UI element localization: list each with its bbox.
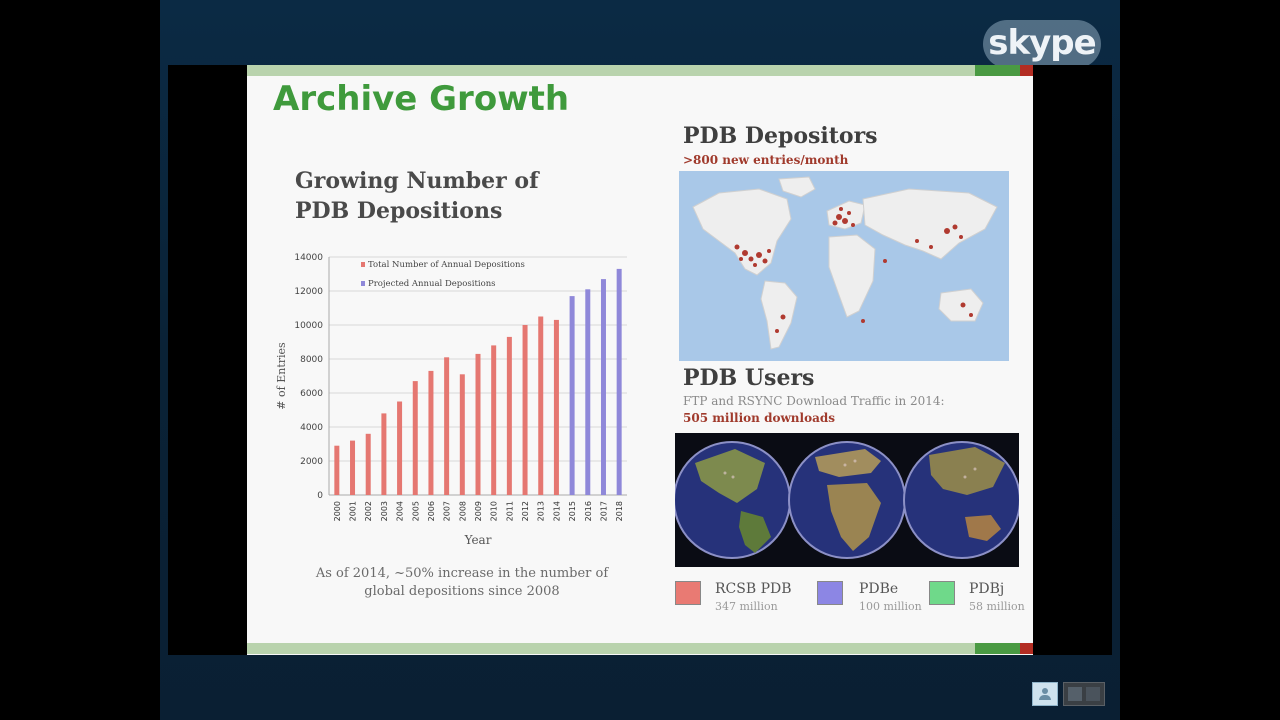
y-tick-label: 4000 — [300, 423, 323, 433]
presentation-slide: Archive Growth Growing Number of PDB Dep… — [247, 65, 1033, 655]
x-tick-label: 2000 — [333, 501, 342, 521]
caption-line: global depositions since 2008 — [364, 584, 560, 599]
y-axis-label: # of Entries — [275, 342, 288, 410]
x-axis-label: Year — [464, 533, 492, 547]
bar — [444, 357, 450, 495]
bar — [616, 268, 622, 495]
x-tick-label: 2011 — [505, 501, 514, 521]
bar — [522, 325, 528, 495]
x-tick-label: 2013 — [537, 501, 546, 521]
legend-count: 347 million — [715, 600, 778, 613]
self-view-button[interactable] — [1032, 682, 1058, 706]
person-icon — [1042, 688, 1048, 694]
bar — [459, 374, 465, 495]
bar — [397, 401, 403, 495]
slide-top-bar — [247, 65, 1033, 76]
legend-count: 100 million — [859, 600, 922, 613]
users-highlight: 505 million downloads — [683, 411, 835, 425]
bar — [365, 433, 371, 495]
x-tick-label: 2017 — [599, 501, 608, 521]
x-tick-label: 2001 — [349, 501, 358, 521]
x-tick-label: 2008 — [458, 501, 467, 521]
bar — [553, 319, 559, 495]
x-tick-label: 2010 — [490, 501, 499, 521]
x-tick-label: 2003 — [380, 501, 389, 521]
bar — [475, 353, 481, 495]
bar — [428, 370, 434, 495]
y-tick-label: 10000 — [294, 321, 323, 331]
legend-swatch — [929, 581, 955, 605]
y-tick-label: 12000 — [294, 287, 323, 297]
x-tick-label: 2014 — [552, 501, 561, 521]
legend-count: 58 million — [969, 600, 1025, 613]
bar — [334, 445, 340, 495]
chart-heading: Growing Number of PDB Depositions — [295, 166, 595, 226]
bar — [506, 336, 512, 495]
x-tick-label: 2016 — [584, 501, 593, 521]
x-tick-label: 2012 — [521, 501, 530, 521]
depositions-bar-chart: 0 2000 4000 6000 8000 10000 12000 14000 2000 2001… — [275, 253, 627, 547]
bar — [350, 440, 356, 495]
chart-caption: As of 2014, ~50% increase in the number … — [307, 565, 617, 601]
legend-marker — [361, 262, 365, 267]
legend-name: PDBj — [969, 581, 1005, 597]
chart-heading-line: PDB Depositions — [295, 198, 503, 224]
users-title: PDB Users — [683, 365, 815, 391]
x-tick-label: 2005 — [411, 501, 420, 521]
y-tick-label: 0 — [317, 491, 323, 501]
y-tick-label: 8000 — [300, 355, 323, 365]
legend-swatch — [817, 581, 843, 605]
bar — [491, 345, 497, 495]
x-tick-label: 2004 — [396, 501, 405, 521]
bar — [381, 413, 387, 495]
world-map-image — [679, 171, 1009, 361]
caption-line: As of 2014, ~50% increase in the number … — [315, 566, 609, 581]
bar — [600, 279, 606, 495]
chart-heading-line: Growing Number of — [295, 168, 539, 194]
depositors-title: PDB Depositors — [683, 123, 878, 149]
legend-label: Total Number of Annual Depositions — [368, 260, 525, 270]
x-tick-label: 2009 — [474, 501, 483, 521]
users-subtitle: FTP and RSYNC Download Traffic in 2014: — [683, 394, 945, 408]
slide-title: Archive Growth — [273, 79, 570, 119]
legend-marker — [361, 281, 365, 286]
x-tick-label: 2015 — [568, 501, 577, 521]
bar — [538, 316, 544, 495]
depositors-subtitle: >800 new entries/month — [683, 153, 849, 167]
globes-image — [675, 433, 1019, 567]
bar — [585, 289, 591, 495]
y-tick-label: 6000 — [300, 389, 323, 399]
bar — [412, 381, 418, 495]
x-tick-label: 2002 — [364, 501, 373, 521]
x-tick-label: 2006 — [427, 501, 436, 521]
y-tick-label: 2000 — [300, 457, 323, 467]
legend-name: PDBe — [859, 581, 899, 597]
y-tick-label: 14000 — [294, 253, 323, 263]
legend-name: RCSB PDB — [715, 581, 792, 597]
legend-label: Projected Annual Depositions — [368, 279, 496, 289]
x-tick-label: 2018 — [615, 501, 624, 521]
slide-bottom-bar — [247, 643, 1033, 654]
screen-share-icon — [1068, 687, 1082, 701]
legend-swatch — [675, 581, 701, 605]
screen-share-button[interactable] — [1063, 682, 1105, 706]
skype-logo: skype — [983, 20, 1101, 68]
x-tick-label: 2007 — [443, 501, 452, 521]
bar — [569, 296, 575, 495]
